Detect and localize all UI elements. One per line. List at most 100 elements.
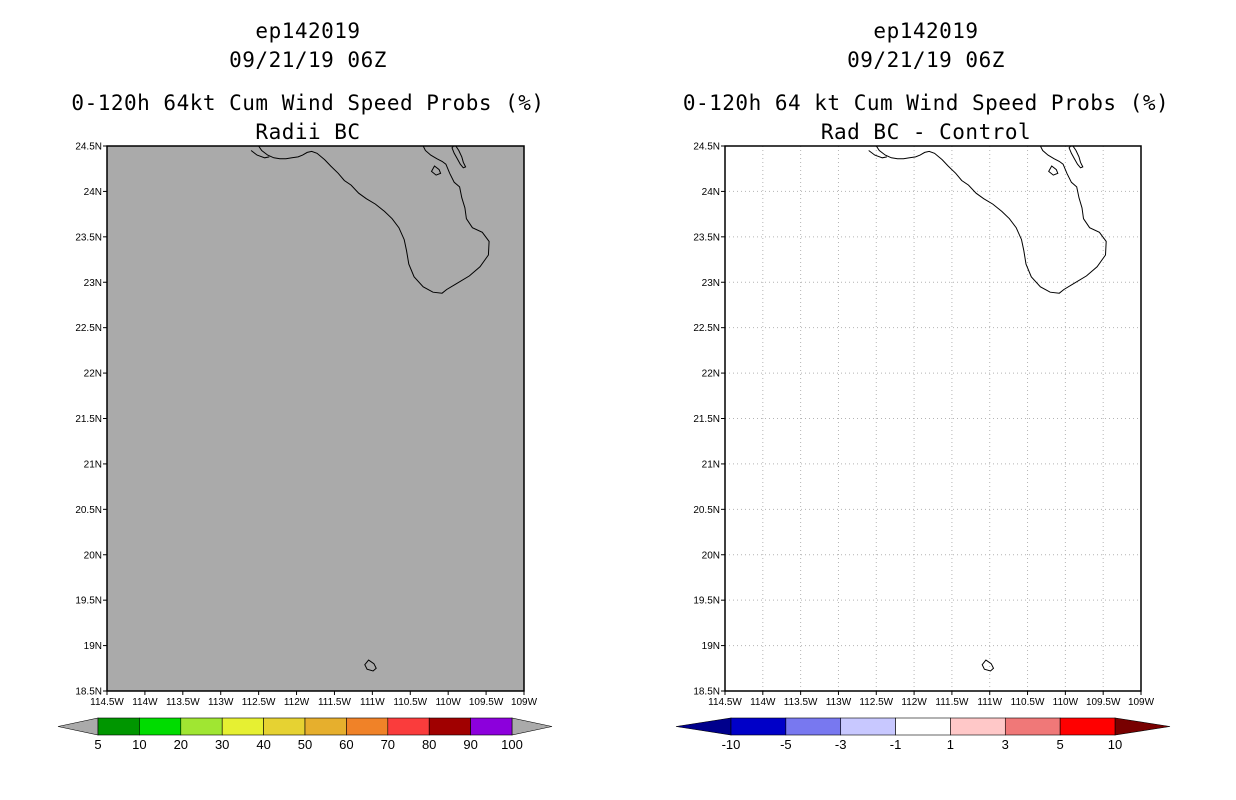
left-colorbar-label: 20 bbox=[174, 737, 188, 752]
right-colorbar-bin bbox=[1059, 717, 1116, 736]
right-x-tick-label: 112.5W bbox=[859, 697, 893, 708]
right-x-tick-label: 110.5W bbox=[1011, 697, 1045, 708]
left-colorbar-label: 40 bbox=[256, 737, 270, 752]
right-y-tick-label: 22.5N bbox=[693, 323, 720, 334]
right-x-tick-label: 110W bbox=[1053, 697, 1079, 708]
right-x-tick-label: 114W bbox=[750, 697, 776, 708]
left-x-tick-label: 113.5W bbox=[166, 697, 200, 708]
left-x-tick-label: 112W bbox=[284, 697, 310, 708]
right-colorbar: -10 -5 -3 -1 1 3 5 10 bbox=[675, 717, 1171, 752]
left-x-tick-label: 109W bbox=[511, 697, 538, 708]
right-x-tick-label: 109W bbox=[1128, 697, 1155, 708]
right-colorbar-label: 1 bbox=[947, 737, 954, 752]
right-colorbar-bin bbox=[895, 717, 951, 736]
right-gridlines bbox=[725, 146, 1141, 691]
right-colorbar-label: -5 bbox=[780, 737, 792, 752]
left-x-tick-label: 114W bbox=[132, 697, 158, 708]
right-y-tick-label: 24.5N bbox=[693, 142, 720, 153]
left-y-tick-label: 24N bbox=[84, 187, 102, 198]
left-x-tick-label: 110W bbox=[435, 697, 461, 708]
right-island-espiritu bbox=[1048, 165, 1059, 176]
left-y-tick-label: 24.5N bbox=[75, 142, 102, 153]
right-y-tick-label: 22N bbox=[702, 369, 720, 380]
right-colorbar-bin bbox=[840, 717, 896, 736]
left-colorbar-label: 90 bbox=[463, 737, 477, 752]
right-x-tick-label: 113W bbox=[826, 697, 852, 708]
right-colorbar-bin bbox=[730, 717, 787, 736]
left-y-tick-label: 19.5N bbox=[75, 596, 102, 607]
left-title-date: 09/21/19 06Z bbox=[229, 48, 387, 72]
left-y-tick-label: 20N bbox=[84, 550, 102, 561]
left-colorbar: 5 10 20 30 40 50 60 70 80 90 100 bbox=[57, 717, 553, 752]
right-title-subtitle: Rad BC - Control bbox=[820, 120, 1032, 144]
right-y-tick-label: 18.5N bbox=[693, 687, 720, 698]
right-x-tick-label: 113.5W bbox=[784, 697, 818, 708]
left-island-cerralvo bbox=[451, 146, 467, 169]
left-title-storm: ep142019 bbox=[255, 19, 361, 43]
right-island-socorro bbox=[981, 659, 995, 672]
right-title-date: 09/21/19 06Z bbox=[847, 48, 1005, 72]
left-y-tick-label: 19N bbox=[84, 641, 102, 652]
left-x-tick-label: 111.5W bbox=[318, 697, 352, 708]
left-coastline-baja bbox=[258, 146, 490, 294]
left-y-tick-label: 22N bbox=[84, 369, 102, 380]
left-x-tick-label: 113W bbox=[208, 697, 234, 708]
left-colorbar-label: 50 bbox=[298, 737, 312, 752]
right-colorbar-bin bbox=[950, 717, 1006, 736]
left-colorbar-bin bbox=[97, 717, 140, 736]
right-colorbar-label: -3 bbox=[835, 737, 847, 752]
right-colorbar-label: -10 bbox=[722, 737, 741, 752]
left-y-tick-label: 18.5N bbox=[75, 687, 102, 698]
left-y-tick-label: 21N bbox=[84, 459, 102, 470]
left-title-subtitle: Radii BC bbox=[255, 120, 361, 144]
left-coastlines bbox=[250, 146, 490, 672]
right-x-tick-label: 109.5W bbox=[1086, 697, 1121, 708]
right-coastlines bbox=[868, 146, 1107, 672]
right-colorbar-label: -1 bbox=[890, 737, 902, 752]
left-colorbar-under-arrow bbox=[57, 717, 99, 736]
right-x-tick-label: 114.5W bbox=[708, 697, 742, 708]
right-y-tick-label: 24N bbox=[702, 187, 720, 198]
right-colorbar-over-arrow bbox=[1114, 717, 1171, 736]
left-map-panel: 114.5W 114W 113.5W 113W 112.5W 112W 111.5W 111W… bbox=[57, 142, 553, 752]
right-y-tick-label: 20N bbox=[702, 550, 720, 561]
right-colorbar-label: 10 bbox=[1108, 737, 1122, 752]
left-colorbar-label: 30 bbox=[215, 737, 229, 752]
left-colorbar-bin bbox=[221, 717, 264, 736]
right-coastline-bay bbox=[868, 150, 887, 159]
left-colorbar-bin bbox=[428, 717, 471, 736]
right-x-tick-label: 112W bbox=[901, 697, 927, 708]
left-colorbar-bin bbox=[263, 717, 306, 736]
left-island-socorro bbox=[364, 659, 377, 672]
left-probability-field bbox=[107, 146, 524, 691]
left-colorbar-over-arrow bbox=[511, 717, 553, 736]
left-colorbar-bin bbox=[470, 717, 513, 736]
left-colorbar-label: 100 bbox=[501, 737, 523, 752]
right-coastline-baja bbox=[875, 146, 1107, 294]
right-colorbar-label: 5 bbox=[1057, 737, 1064, 752]
right-title-storm: ep142019 bbox=[873, 19, 979, 43]
left-colorbar-bin bbox=[139, 717, 182, 736]
left-title-product: 0-120h 64kt Cum Wind Speed Probs (%) bbox=[71, 91, 545, 115]
left-x-tick-label: 114.5W bbox=[90, 697, 124, 708]
left-x-tick-label: 110.5W bbox=[393, 697, 427, 708]
right-y-tick-label: 19.5N bbox=[693, 596, 720, 607]
left-colorbar-bin bbox=[387, 717, 430, 736]
left-colorbar-label: 10 bbox=[132, 737, 146, 752]
right-map-panel: 114.5W 114W 113.5W 113W 112.5W 112W 111.5W 111W… bbox=[675, 142, 1171, 752]
right-x-tick-label: 111W bbox=[977, 697, 1002, 708]
left-y-tick-label: 21.5N bbox=[75, 414, 102, 425]
right-island-cerralvo bbox=[1068, 146, 1084, 169]
right-y-tick-label: 23.5N bbox=[693, 232, 720, 243]
right-y-tick-label: 23N bbox=[702, 278, 720, 289]
right-colorbar-under-arrow bbox=[675, 717, 732, 736]
left-y-tick-label: 23.5N bbox=[75, 232, 102, 243]
right-y-tick-label: 20.5N bbox=[693, 505, 720, 516]
left-x-tick-label: 112.5W bbox=[242, 697, 276, 708]
left-colorbar-bin bbox=[346, 717, 389, 736]
right-colorbar-bin bbox=[1004, 717, 1061, 736]
left-x-tick-label: 111W bbox=[360, 697, 385, 708]
left-x-tick-label: 109.5W bbox=[469, 697, 504, 708]
left-colorbar-bin bbox=[180, 717, 223, 736]
